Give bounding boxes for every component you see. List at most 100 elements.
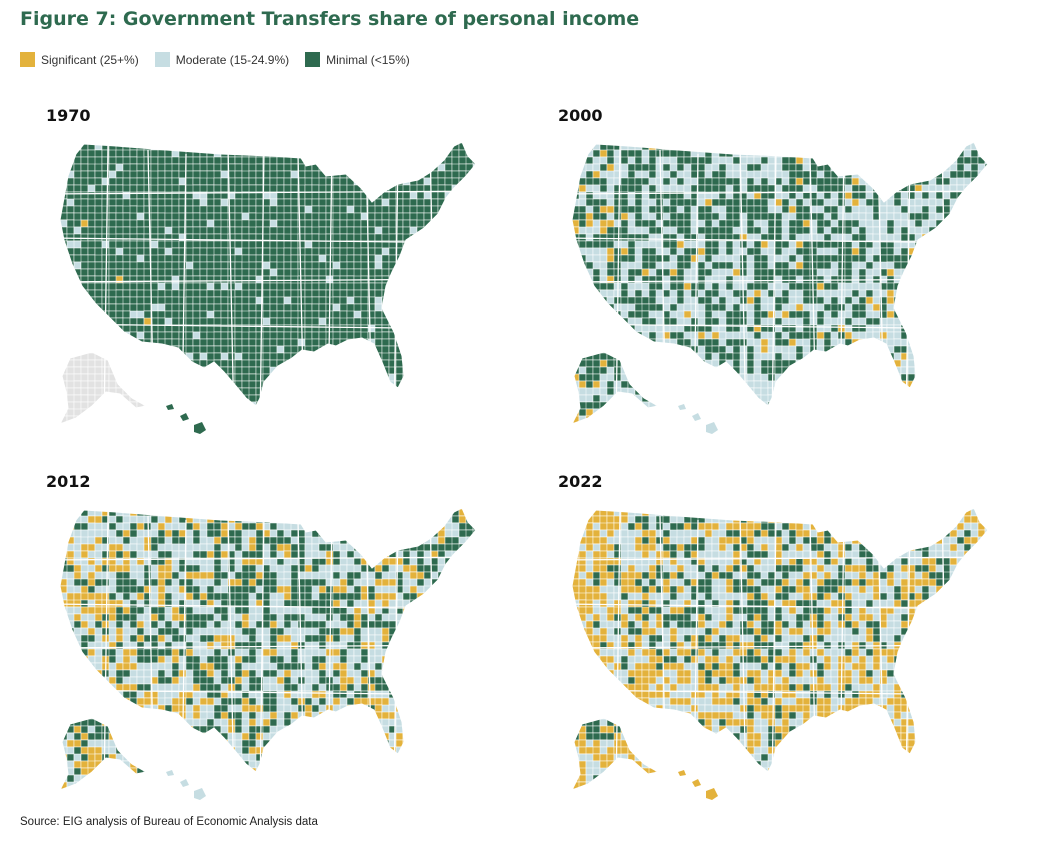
county-cell: [921, 191, 930, 200]
county-cell: [949, 352, 958, 361]
county-cell: [367, 156, 376, 165]
county-cell: [480, 311, 491, 318]
county-cell: [129, 345, 145, 361]
county-cell: [472, 408, 476, 417]
county-cell: [984, 198, 988, 207]
county-cell: [662, 366, 671, 375]
county-cell: [423, 303, 432, 312]
county-cell: [360, 156, 369, 165]
county-cell: [641, 282, 650, 291]
county-cell: [914, 247, 930, 256]
county-cell: [213, 163, 222, 172]
county-cell: [592, 233, 601, 242]
county-cell: [458, 212, 474, 221]
county-cell: [395, 268, 404, 277]
county-cell: [572, 163, 573, 172]
county-cell: [956, 191, 972, 200]
county-cell: [487, 290, 491, 297]
county-cell: [732, 282, 741, 291]
county-cell: [844, 289, 853, 298]
county-cell: [585, 359, 594, 368]
county-cell: [157, 352, 166, 361]
county-cell: [269, 163, 278, 172]
county-cell: [409, 142, 418, 144]
county-cell: [416, 219, 425, 228]
county-cell: [879, 149, 888, 158]
county-cell: [865, 184, 874, 193]
county-cell: [115, 177, 124, 186]
county-cell: [374, 415, 383, 424]
county-cell: [402, 422, 418, 424]
county-cell: [276, 331, 285, 340]
county-cell: [241, 331, 250, 340]
county-cell: [816, 205, 825, 214]
county-cell: [753, 177, 762, 186]
county-cell: [332, 296, 341, 305]
county-cell: [94, 338, 110, 354]
county-cell: [627, 170, 636, 179]
county-cell: [886, 254, 895, 263]
county-cell: [108, 163, 117, 172]
county-cell: [648, 310, 657, 319]
county-cell: [480, 367, 487, 381]
county-cell: [627, 198, 636, 207]
county-cell: [844, 149, 853, 158]
county-cell: [101, 331, 117, 340]
county-cell: [290, 366, 299, 382]
county-cell: [992, 318, 999, 325]
county-cell: [206, 198, 215, 207]
county-cell: [914, 303, 923, 312]
county-cell: [73, 422, 82, 424]
county-cell: [227, 268, 236, 277]
county-cell: [227, 226, 236, 235]
county-cell: [893, 247, 902, 256]
county-cell: [409, 324, 418, 333]
county-cell: [816, 282, 825, 291]
county-cell: [928, 240, 944, 249]
county-cell: [704, 366, 720, 382]
county-cell: [262, 338, 271, 347]
county-cell: [94, 408, 110, 417]
county-cell: [115, 254, 124, 263]
county-cell: [572, 331, 573, 340]
county-cell: [60, 177, 68, 193]
county-cell: [347, 430, 354, 436]
county-cell: [234, 261, 243, 270]
county-cell: [992, 325, 1003, 332]
county-cell: [283, 289, 292, 298]
county-cell: [353, 366, 362, 375]
county-cell: [465, 303, 474, 319]
county-cell: [311, 184, 320, 193]
county-cell: [430, 191, 439, 200]
county-cell: [451, 268, 460, 277]
county-cell: [984, 268, 988, 277]
county-cell: [900, 219, 909, 228]
county-cell: [136, 366, 145, 375]
county-cell: [73, 233, 82, 242]
county-cell: [572, 268, 573, 277]
county-cell: [60, 303, 68, 312]
county-cell: [60, 317, 68, 326]
county-cell: [150, 212, 159, 221]
county-cell: [893, 338, 902, 347]
county-cell: [480, 395, 491, 402]
county-cell: [697, 177, 706, 186]
county-cell: [977, 191, 986, 207]
county-cell: [921, 275, 930, 284]
county-cell: [984, 324, 988, 340]
county-cell: [472, 380, 476, 396]
county-cell: [402, 142, 418, 158]
county-cell: [753, 289, 762, 298]
county-cell: [409, 415, 418, 424]
county-cell: [388, 275, 397, 291]
county-cell: [613, 373, 622, 382]
county-cell: [928, 352, 937, 361]
county-cell: [437, 233, 453, 242]
county-cell: [558, 304, 565, 311]
county-cell: [402, 338, 411, 347]
county-cell: [837, 142, 846, 151]
county-cell: [346, 317, 355, 326]
county-cell: [136, 415, 145, 424]
county-cell: [213, 184, 222, 193]
county-cell: [276, 401, 292, 410]
